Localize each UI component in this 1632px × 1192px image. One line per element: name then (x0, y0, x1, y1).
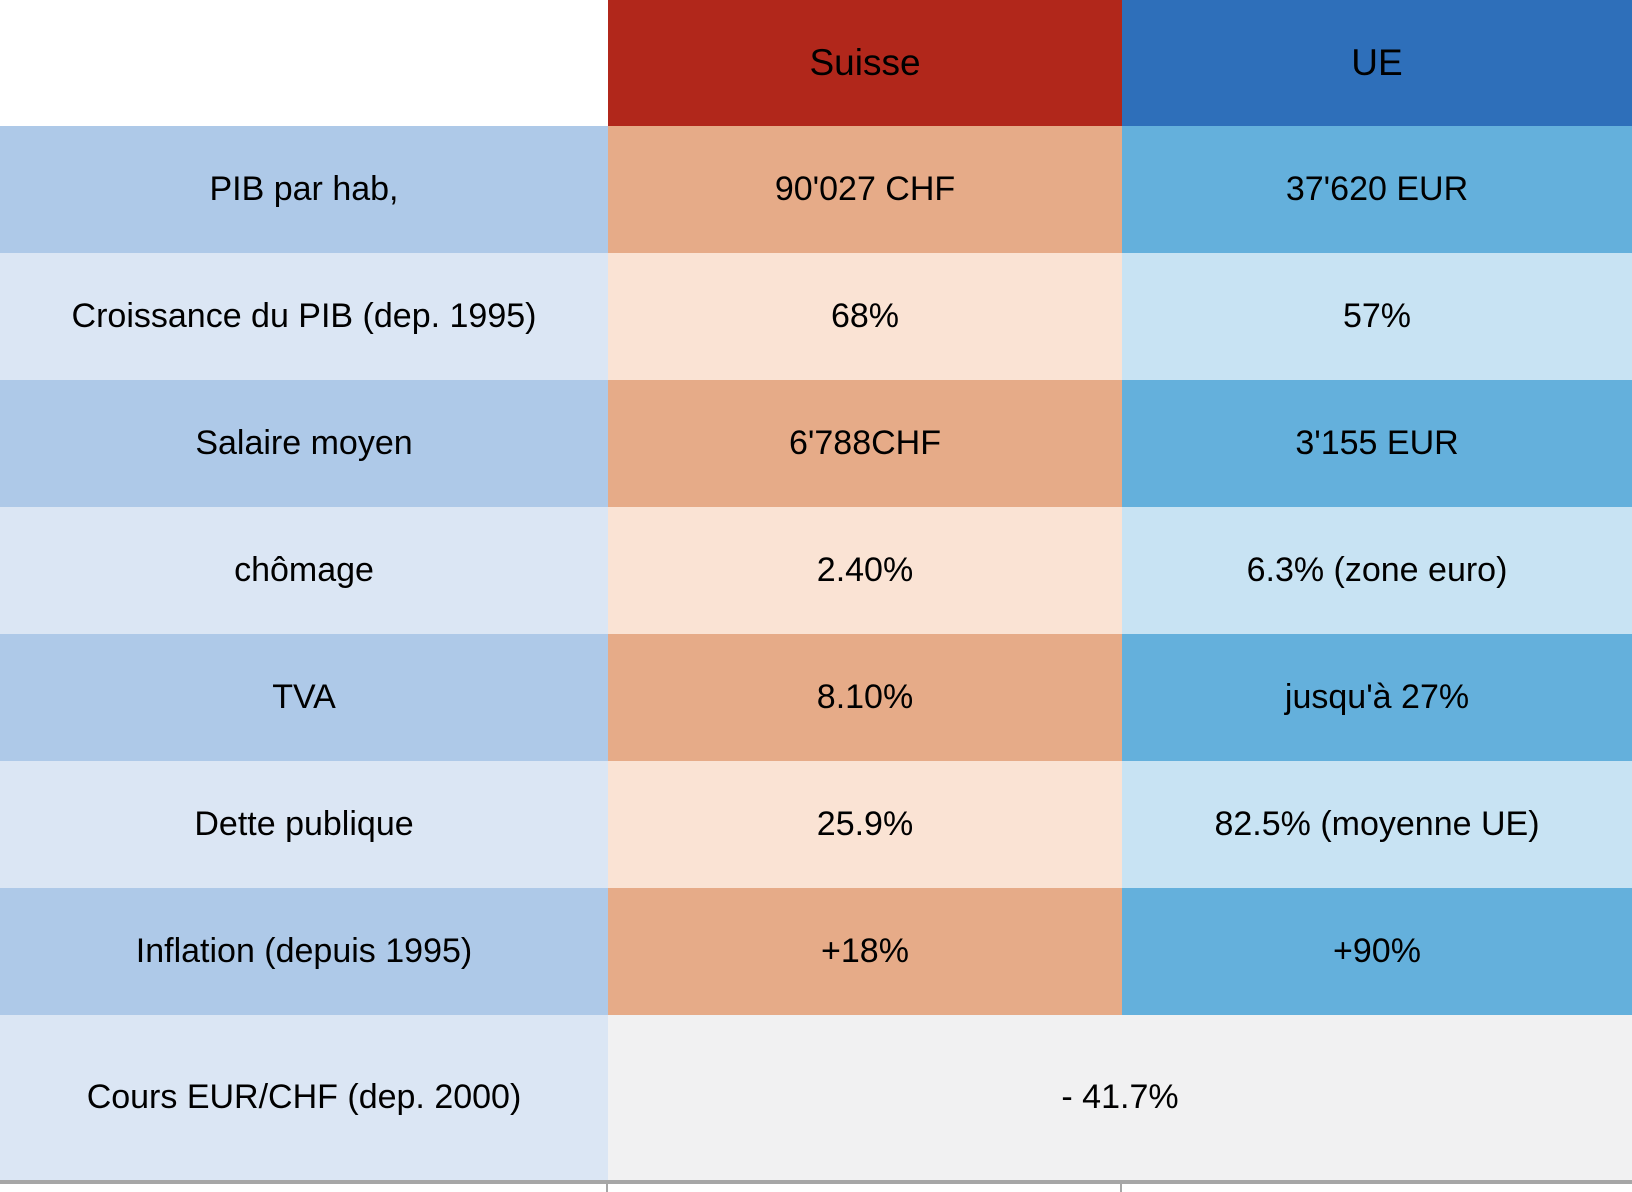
header-corner-cell (0, 0, 608, 126)
ue-value-dette-publique: 82.5% (moyenne UE) (1122, 761, 1632, 888)
suisse-value-chomage: 2.40% (608, 507, 1122, 634)
ue-value-inflation: +90% (1122, 888, 1632, 1015)
row-label-inflation: Inflation (depuis 1995) (0, 888, 608, 1015)
suisse-value-inflation: +18% (608, 888, 1122, 1015)
ue-value-pib-par-hab: 37'620 EUR (1122, 126, 1632, 253)
ue-value-tva: jusqu'à 27% (1122, 634, 1632, 761)
suisse-value-pib-par-hab: 90'027 CHF (608, 126, 1122, 253)
row-label-tva: TVA (0, 634, 608, 761)
ue-value-chomage: 6.3% (zone euro) (1122, 507, 1632, 634)
row-label-pib-par-hab: PIB par hab, (0, 126, 608, 253)
cropped-cell-divider-3 (1122, 1184, 1632, 1192)
cropped-cell-divider-1 (0, 1184, 608, 1192)
suisse-value-salaire-moyen: 6'788CHF (608, 380, 1122, 507)
suisse-value-dette-publique: 25.9% (608, 761, 1122, 888)
merged-value-cours-eur-chf: - 41.7% (608, 1015, 1632, 1180)
table-bottom-rule (0, 1180, 1632, 1184)
row-label-croissance-pib: Croissance du PIB (dep. 1995) (0, 253, 608, 380)
row-label-salaire-moyen: Salaire moyen (0, 380, 608, 507)
ue-value-salaire-moyen: 3'155 EUR (1122, 380, 1632, 507)
header-ue: UE (1122, 0, 1632, 126)
ue-value-croissance-pib: 57% (1122, 253, 1632, 380)
header-suisse: Suisse (608, 0, 1122, 126)
row-label-dette-publique: Dette publique (0, 761, 608, 888)
suisse-value-croissance-pib: 68% (608, 253, 1122, 380)
cropped-next-row (0, 1184, 1632, 1192)
cropped-cell-divider-2 (608, 1184, 1122, 1192)
suisse-value-tva: 8.10% (608, 634, 1122, 761)
row-label-chomage: chômage (0, 507, 608, 634)
row-label-cours-eur-chf: Cours EUR/CHF (dep. 2000) (0, 1015, 608, 1180)
